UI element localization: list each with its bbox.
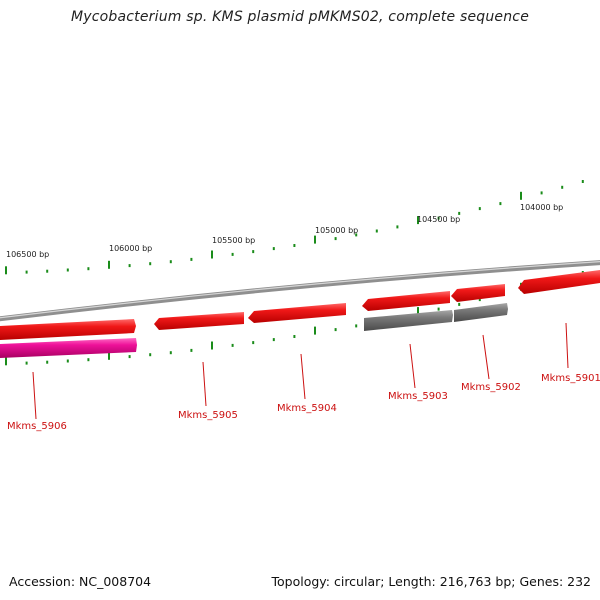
leader-line-5901 — [565, 322, 569, 369]
gene-label-5905[interactable]: Mkms_5905 — [178, 410, 238, 421]
leader-line-5906 — [32, 371, 37, 420]
leader-line-5903 — [409, 343, 416, 389]
scale-label-105000: 105000 bp — [315, 226, 358, 235]
sequence-backbone — [0, 260, 600, 322]
gene-arrow-5905[interactable] — [154, 312, 244, 330]
gene-arrow-5903-upper[interactable] — [362, 291, 450, 311]
accession-text: Accession: NC_008704 — [9, 574, 152, 589]
leader-line-5902 — [482, 334, 490, 380]
gene-arrow-5903[interactable] — [364, 310, 453, 331]
scale-label-104000: 104000 bp — [520, 203, 563, 212]
gene-label-5904[interactable]: Mkms_5904 — [277, 403, 337, 414]
scale-label-104500: 104500 bp — [417, 215, 460, 224]
gene-label-5906[interactable]: Mkms_5906 — [7, 421, 67, 432]
leader-line-5905 — [202, 361, 207, 407]
gene-label-5902[interactable]: Mkms_5902 — [461, 382, 521, 393]
gene-arrow-5904[interactable] — [248, 303, 346, 323]
gene-arrow-5901[interactable] — [518, 270, 600, 294]
gene-label-5903[interactable]: Mkms_5903 — [388, 391, 448, 402]
gene-label-5901[interactable]: Mkms_5901 — [541, 373, 600, 384]
gene-arrow-5906[interactable] — [0, 338, 137, 358]
scale-label-106000: 106000 bp — [109, 244, 152, 253]
scale-label-105500: 105500 bp — [212, 236, 255, 245]
upper-scale-ticks — [5, 180, 584, 275]
leader-line-5904 — [300, 353, 306, 400]
scale-label-106500: 106500 bp — [6, 250, 49, 259]
gene-arrow-5902-upper[interactable] — [451, 284, 505, 302]
gene-bar-left-red[interactable] — [0, 319, 136, 340]
sequence-backbone-highlight — [0, 261, 600, 319]
map-title: Mycobacterium sp. KMS plasmid pMKMS02, c… — [70, 9, 530, 25]
topology-text: Topology: circular; Length: 216,763 bp; … — [271, 574, 592, 589]
gene-arrow-5902[interactable] — [454, 303, 508, 322]
